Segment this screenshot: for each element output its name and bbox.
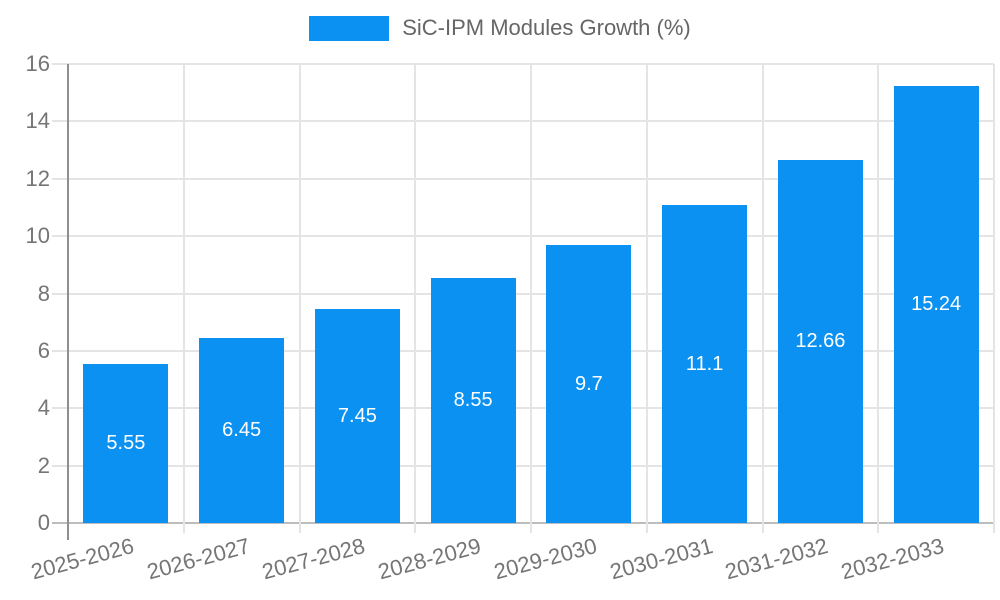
y-gridline bbox=[52, 407, 994, 410]
y-tick-label: 12 bbox=[25, 165, 50, 191]
bar-value-label: 6.45 bbox=[222, 419, 262, 442]
x-axis-line bbox=[52, 522, 994, 524]
legend-item[interactable]: SiC-IPM Modules Growth (%) bbox=[0, 15, 1000, 41]
y-gridline bbox=[52, 63, 994, 65]
bar-2029-2030[interactable] bbox=[546, 244, 632, 523]
bar-value-label: 9.7 bbox=[574, 372, 603, 395]
x-gridline bbox=[761, 64, 764, 533]
bar-2030-2031[interactable] bbox=[662, 204, 748, 523]
x-gridline bbox=[414, 64, 417, 533]
x-gridline bbox=[645, 64, 648, 533]
bar-2031-2032[interactable] bbox=[777, 159, 863, 523]
bar-2028-2029[interactable] bbox=[430, 277, 516, 523]
x-gridline bbox=[530, 64, 532, 533]
x-gridline bbox=[877, 64, 880, 533]
x-gridline bbox=[993, 64, 995, 533]
y-tick-label: 14 bbox=[25, 108, 50, 134]
x-gridline bbox=[298, 64, 301, 533]
y-gridline bbox=[52, 349, 994, 352]
bar-2025-2026[interactable] bbox=[83, 363, 169, 523]
bar-value-label: 5.55 bbox=[106, 432, 146, 455]
y-tick-label: 0 bbox=[37, 510, 50, 535]
bar-value-label: 11.1 bbox=[685, 352, 724, 375]
y-tick-label: 4 bbox=[37, 395, 50, 421]
y-tick-label: 10 bbox=[25, 223, 50, 249]
y-tick-label: 8 bbox=[37, 280, 50, 306]
x-gridline bbox=[182, 64, 185, 533]
y-gridline bbox=[52, 235, 994, 238]
legend-swatch bbox=[309, 15, 390, 41]
bar-2026-2027[interactable] bbox=[199, 337, 285, 523]
legend-label: SiC-IPM Modules Growth (%) bbox=[402, 15, 691, 40]
y-gridline bbox=[52, 464, 994, 467]
bar-2032-2033[interactable] bbox=[893, 85, 979, 523]
y-axis-line bbox=[67, 64, 69, 540]
y-tick-label: 2 bbox=[37, 452, 50, 478]
bar-value-label: 15.24 bbox=[911, 293, 962, 316]
bar-value-label: 8.55 bbox=[453, 389, 493, 412]
y-tick-label: 16 bbox=[25, 51, 50, 76]
y-gridline bbox=[52, 120, 994, 123]
bar-value-label: 12.66 bbox=[795, 330, 846, 353]
bar-value-label: 7.45 bbox=[337, 405, 377, 428]
bar-2027-2028[interactable] bbox=[314, 309, 400, 523]
y-tick-label: 6 bbox=[37, 337, 50, 363]
y-gridline bbox=[52, 177, 994, 180]
y-gridline bbox=[52, 292, 994, 295]
